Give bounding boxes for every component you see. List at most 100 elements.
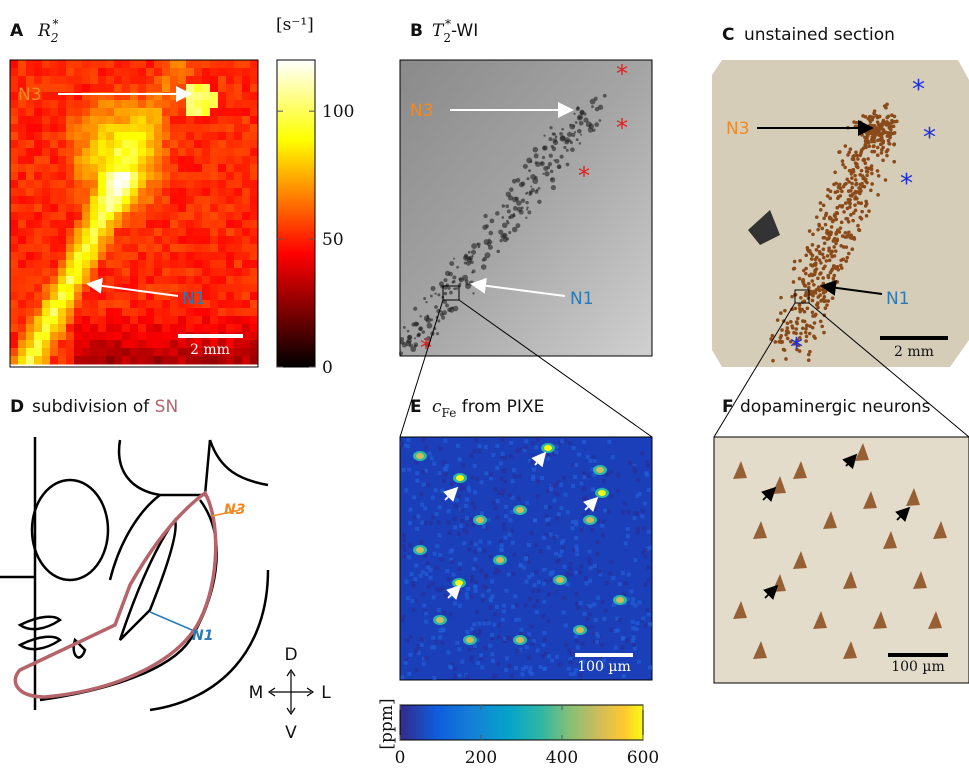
noise — [533, 583, 537, 587]
noise — [550, 659, 554, 663]
pixel — [106, 116, 115, 125]
dot — [863, 185, 867, 189]
pixel — [114, 180, 123, 189]
panel-letter: D — [10, 397, 24, 417]
pixel — [18, 252, 27, 261]
noise — [580, 641, 584, 645]
noise — [531, 475, 535, 479]
noise — [453, 601, 457, 605]
pixel — [114, 172, 123, 181]
pixel — [242, 92, 251, 101]
pixel — [138, 172, 147, 181]
pixel — [178, 228, 187, 237]
pixel — [114, 308, 123, 317]
pixel — [154, 268, 163, 277]
pixel — [74, 236, 83, 245]
noise — [590, 625, 594, 629]
pixel — [34, 124, 43, 133]
noise — [626, 534, 630, 538]
pixel — [90, 156, 99, 165]
pixel — [74, 76, 83, 85]
pixel — [66, 84, 75, 93]
pixel — [250, 228, 259, 237]
pixel — [42, 220, 51, 229]
pixel — [10, 300, 19, 309]
pixel — [242, 108, 251, 117]
dot — [826, 288, 830, 292]
pixel — [186, 252, 195, 261]
pixel — [18, 124, 27, 133]
fe-spot — [516, 507, 524, 513]
pixel — [106, 84, 115, 93]
pixel — [226, 148, 235, 157]
pixel — [122, 348, 131, 357]
noise — [442, 460, 446, 464]
dot — [815, 248, 819, 252]
speck — [574, 131, 576, 133]
noise — [419, 574, 423, 578]
pixel — [242, 156, 251, 165]
speck — [484, 239, 490, 245]
pixel — [202, 252, 211, 261]
speck — [426, 323, 432, 329]
fe-spot — [576, 627, 584, 633]
pixel — [138, 148, 147, 157]
pixel — [82, 300, 91, 309]
speck — [573, 125, 575, 127]
noise — [475, 477, 479, 481]
pixel — [82, 156, 91, 165]
noise — [507, 664, 511, 668]
pixel — [90, 324, 99, 333]
pixel — [186, 316, 195, 325]
pixel — [26, 324, 35, 333]
noise — [520, 628, 524, 632]
pixel — [26, 172, 35, 181]
pixel — [226, 292, 235, 301]
pixel — [114, 324, 123, 333]
dot — [871, 115, 875, 119]
noise — [566, 583, 570, 587]
pixel — [146, 324, 155, 333]
pixel — [82, 76, 91, 85]
speck — [569, 139, 572, 142]
pixel — [146, 204, 155, 213]
subscript: 2 — [443, 31, 451, 45]
speck — [445, 271, 450, 276]
pixel — [26, 68, 35, 77]
pixel — [122, 180, 131, 189]
pixel — [218, 76, 227, 85]
dot — [779, 311, 783, 315]
pixel — [154, 148, 163, 157]
dot — [798, 259, 802, 263]
dot — [860, 210, 864, 214]
noise — [546, 545, 550, 549]
pixel — [170, 84, 179, 93]
speck — [549, 137, 553, 141]
pixel — [50, 172, 59, 181]
dot — [854, 178, 858, 182]
pixel — [186, 204, 195, 213]
noise — [465, 630, 469, 634]
pixel — [210, 180, 219, 189]
pixel — [162, 84, 171, 93]
pixel — [18, 108, 27, 117]
pixel — [66, 244, 75, 253]
speck — [444, 292, 447, 295]
pixel — [74, 60, 83, 69]
dot — [839, 264, 843, 268]
noise — [605, 473, 609, 477]
pixel — [18, 244, 27, 253]
pixel — [170, 156, 179, 165]
dot — [849, 213, 853, 217]
noise — [430, 645, 434, 649]
noise — [503, 480, 507, 484]
pixel — [90, 116, 99, 125]
pixel — [90, 332, 99, 341]
noise — [484, 445, 488, 449]
speck — [509, 187, 514, 192]
dot — [868, 123, 872, 127]
pixel — [170, 260, 179, 269]
noise — [633, 646, 637, 650]
pixel — [242, 164, 251, 173]
pixel — [146, 108, 155, 117]
